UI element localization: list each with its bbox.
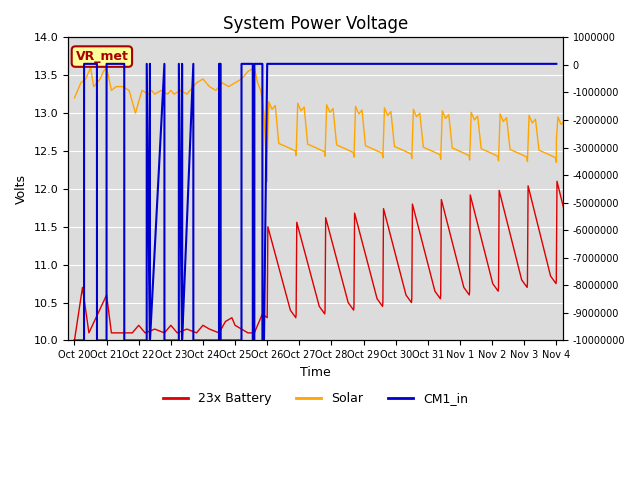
Legend: 23x Battery, Solar, CM1_in: 23x Battery, Solar, CM1_in — [157, 387, 473, 410]
Title: System Power Voltage: System Power Voltage — [223, 15, 408, 33]
Text: VR_met: VR_met — [76, 50, 129, 63]
X-axis label: Time: Time — [300, 366, 331, 379]
Y-axis label: Volts: Volts — [15, 174, 28, 204]
